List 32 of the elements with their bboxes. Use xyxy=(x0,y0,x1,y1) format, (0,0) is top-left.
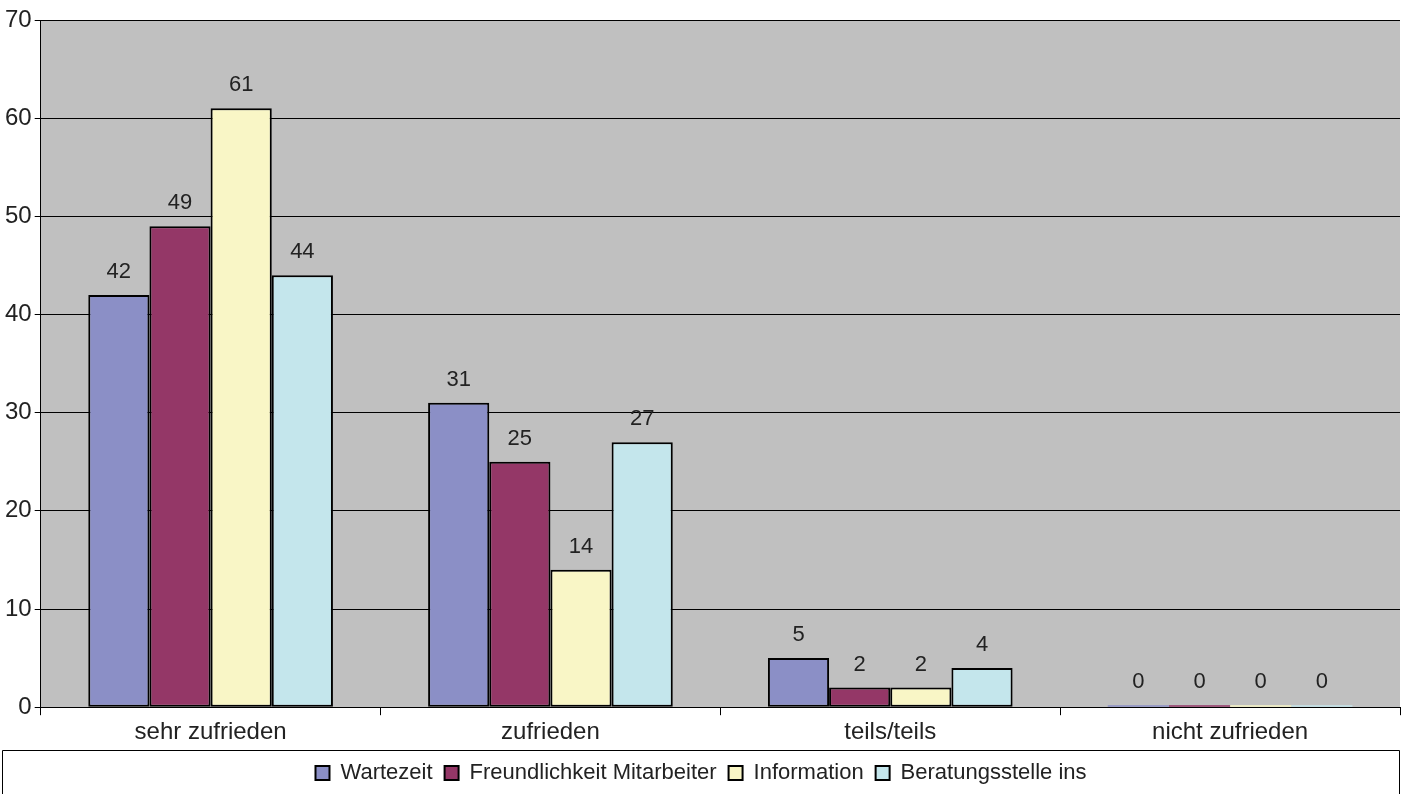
y-tick-label: 70 xyxy=(4,4,32,32)
data-label: 44 xyxy=(290,238,315,264)
data-label: 4 xyxy=(975,630,989,656)
y-tick-label: 40 xyxy=(4,299,32,327)
data-label: 27 xyxy=(629,405,655,431)
legend-label: Information xyxy=(753,759,864,785)
data-label: 31 xyxy=(446,365,471,391)
x-tick-label: nicht zufrieden xyxy=(1152,717,1309,745)
data-label: 0 xyxy=(1193,668,1206,694)
y-tick-label: 50 xyxy=(4,200,32,228)
data-label: 14 xyxy=(568,532,594,558)
legend-label: Beratungsstelle ins xyxy=(900,759,1087,785)
data-label: 0 xyxy=(1254,668,1267,694)
data-label: 49 xyxy=(167,189,193,215)
data-label: 2 xyxy=(853,650,866,676)
x-tick-label: teils/teils xyxy=(844,717,937,745)
data-label: 25 xyxy=(507,424,533,450)
data-label: 61 xyxy=(228,71,254,97)
x-tick-label: sehr zufrieden xyxy=(134,717,287,745)
y-tick-label: 20 xyxy=(4,495,32,523)
data-label: 0 xyxy=(1132,668,1145,694)
data-label: 42 xyxy=(106,257,132,283)
y-tick-label: 30 xyxy=(4,397,32,425)
y-tick-label: 0 xyxy=(18,691,32,719)
legend-label: Wartezeit xyxy=(340,759,433,785)
x-tick-label: zufrieden xyxy=(501,717,600,745)
y-tick-label: 60 xyxy=(4,102,32,130)
data-label: 0 xyxy=(1315,668,1328,694)
legend-label: Freundlichkeit Mitarbeiter xyxy=(469,759,717,785)
y-tick-label: 10 xyxy=(4,593,32,621)
data-label: 2 xyxy=(914,650,927,676)
data-label: 5 xyxy=(792,621,805,647)
